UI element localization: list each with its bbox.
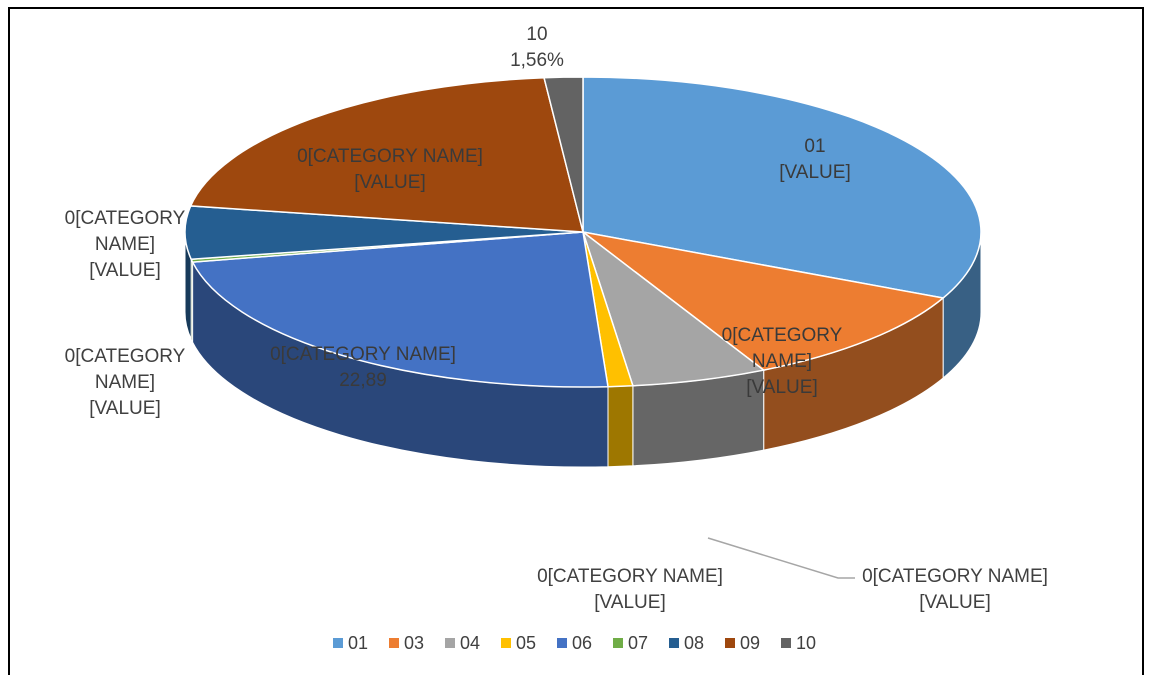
- legend-swatch: [557, 638, 567, 648]
- legend-swatch: [333, 638, 343, 648]
- label-name: 01: [804, 136, 826, 157]
- data-label: 01 [VALUE]: [690, 134, 940, 186]
- value-label: 1,56%: [510, 50, 564, 71]
- label-name: 0[CATEGORY NAME]: [297, 146, 483, 167]
- pie-slice: [581, 229, 766, 387]
- label-name: 0[CATEGORY NAME]: [721, 325, 843, 372]
- value-label: [VALUE]: [354, 172, 426, 193]
- pie-side: [607, 385, 634, 468]
- value-label: [VALUE]: [779, 162, 851, 183]
- label-name: 0[CATEGORY NAME]: [270, 344, 456, 365]
- legend-swatch: [445, 638, 455, 648]
- data-label: 0[CATEGORY NAME] [VALUE]: [505, 564, 755, 616]
- legend-swatch: [613, 638, 623, 648]
- legend-label: 07: [628, 633, 648, 653]
- data-label: 0[CATEGORY NAME] [VALUE]: [60, 344, 190, 422]
- legend-swatch: [501, 638, 511, 648]
- value-label: [VALUE]: [89, 398, 161, 419]
- legend-label: 10: [796, 633, 816, 653]
- legend-label: 08: [684, 633, 704, 653]
- label-name: 0[CATEGORY NAME]: [537, 566, 723, 587]
- value-label: [VALUE]: [594, 592, 666, 613]
- pie-slice: [582, 231, 945, 371]
- value-label: [VALUE]: [919, 592, 991, 613]
- legend-label: 06: [572, 633, 592, 653]
- legend-swatch: [781, 638, 791, 648]
- legend-swatch: [669, 638, 679, 648]
- pie-tops: [184, 76, 982, 388]
- legend-label: 01: [348, 633, 368, 653]
- pie-slice: [582, 76, 982, 299]
- value-label: 22,89: [339, 370, 387, 391]
- pie-slice: [184, 205, 584, 261]
- data-label: 0[CATEGORY NAME] [VALUE]: [717, 323, 847, 401]
- legend-label: 04: [460, 633, 480, 653]
- data-label: 10 1,56%: [412, 22, 662, 74]
- leader-line: [707, 537, 855, 579]
- value-label: [VALUE]: [89, 260, 161, 281]
- legend-label: 05: [516, 633, 536, 653]
- legend-label: 09: [740, 633, 760, 653]
- pie-slice: [543, 76, 584, 233]
- legend-swatch: [725, 638, 735, 648]
- legend-label: 03: [404, 633, 424, 653]
- legend-swatch: [389, 638, 399, 648]
- label-name: 0[CATEGORY NAME]: [64, 208, 186, 255]
- label-name: 10: [526, 24, 548, 45]
- data-label: 0[CATEGORY NAME] [VALUE]: [50, 206, 200, 284]
- frame: [8, 7, 1144, 675]
- data-label: 0[CATEGORY NAME] [VALUE]: [265, 144, 515, 196]
- pie-slice: [191, 231, 609, 388]
- value-label: [VALUE]: [746, 377, 818, 398]
- label-name: 0[CATEGORY NAME]: [862, 566, 1048, 587]
- label-name: 0[CATEGORY NAME]: [64, 346, 186, 393]
- pie-slice: [189, 76, 584, 233]
- data-label: 0[CATEGORY NAME] [VALUE]: [830, 564, 1080, 616]
- data-label: 0[CATEGORY NAME] 22,89: [238, 342, 488, 394]
